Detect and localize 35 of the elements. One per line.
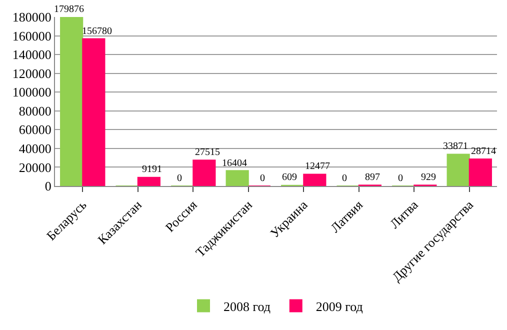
y-tick-label: 100000	[12, 84, 52, 100]
data-label: 156780	[82, 26, 112, 37]
y-tick-label: 180000	[12, 10, 52, 25]
bar	[446, 154, 470, 186]
data-label: 897	[365, 172, 380, 183]
y-tick-label: 140000	[12, 47, 52, 62]
y-tick-label: 80000	[18, 103, 52, 118]
data-label: 0	[342, 173, 347, 184]
data-label: 0	[177, 173, 182, 184]
y-tick-label: 20000	[18, 160, 52, 175]
y-tick-label: 120000	[12, 66, 52, 81]
y-tick-label: 40000	[18, 140, 52, 156]
data-label: 179876	[54, 4, 84, 15]
data-label: 33871	[443, 141, 468, 152]
data-label: 28714	[471, 146, 496, 157]
bar	[192, 160, 216, 186]
bar	[137, 176, 160, 186]
data-label: 9191	[142, 164, 162, 175]
bar	[303, 174, 326, 186]
bar	[226, 170, 249, 186]
data-label: 12477	[305, 161, 330, 172]
data-label: 0	[398, 173, 403, 184]
bar	[468, 158, 492, 186]
data-label: 929	[421, 172, 436, 183]
data-label: 609	[282, 172, 297, 183]
legend-label: 2008 год	[224, 298, 271, 314]
bar	[82, 38, 106, 186]
legend-label: 2009 год	[316, 298, 364, 314]
data-label: 16404	[222, 158, 247, 169]
y-tick-label: 60000	[18, 122, 52, 138]
y-tick-label: 160000	[12, 28, 52, 44]
bar	[60, 17, 84, 186]
data-label: 0	[260, 173, 265, 184]
y-tick-label: 0	[44, 178, 52, 194]
data-label: 27515	[195, 147, 220, 158]
